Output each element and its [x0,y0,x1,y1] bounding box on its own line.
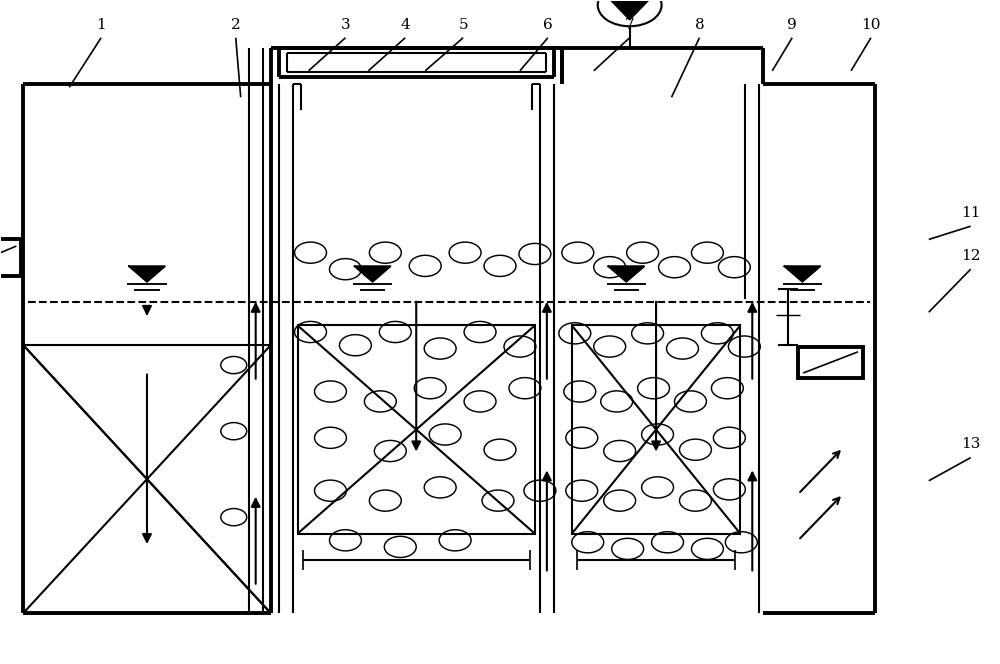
Polygon shape [355,266,391,282]
Bar [798,347,863,378]
Text: 2: 2 [231,17,241,31]
Text: 9: 9 [787,17,797,31]
Bar [0,240,21,276]
Polygon shape [601,0,658,20]
Text: 6: 6 [543,17,553,31]
Text: 3: 3 [341,17,350,31]
Text: 4: 4 [400,17,410,31]
Polygon shape [129,266,165,282]
Text: 1: 1 [96,17,106,31]
Polygon shape [608,266,644,282]
Bar [298,325,535,534]
Polygon shape [784,266,820,282]
Text: 5: 5 [458,17,468,31]
Text: 7: 7 [625,17,634,31]
Text: 13: 13 [961,438,980,452]
Bar [572,325,740,534]
Text: 8: 8 [695,17,704,31]
Text: 11: 11 [961,206,980,220]
Text: 10: 10 [861,17,881,31]
Text: 12: 12 [961,249,980,263]
